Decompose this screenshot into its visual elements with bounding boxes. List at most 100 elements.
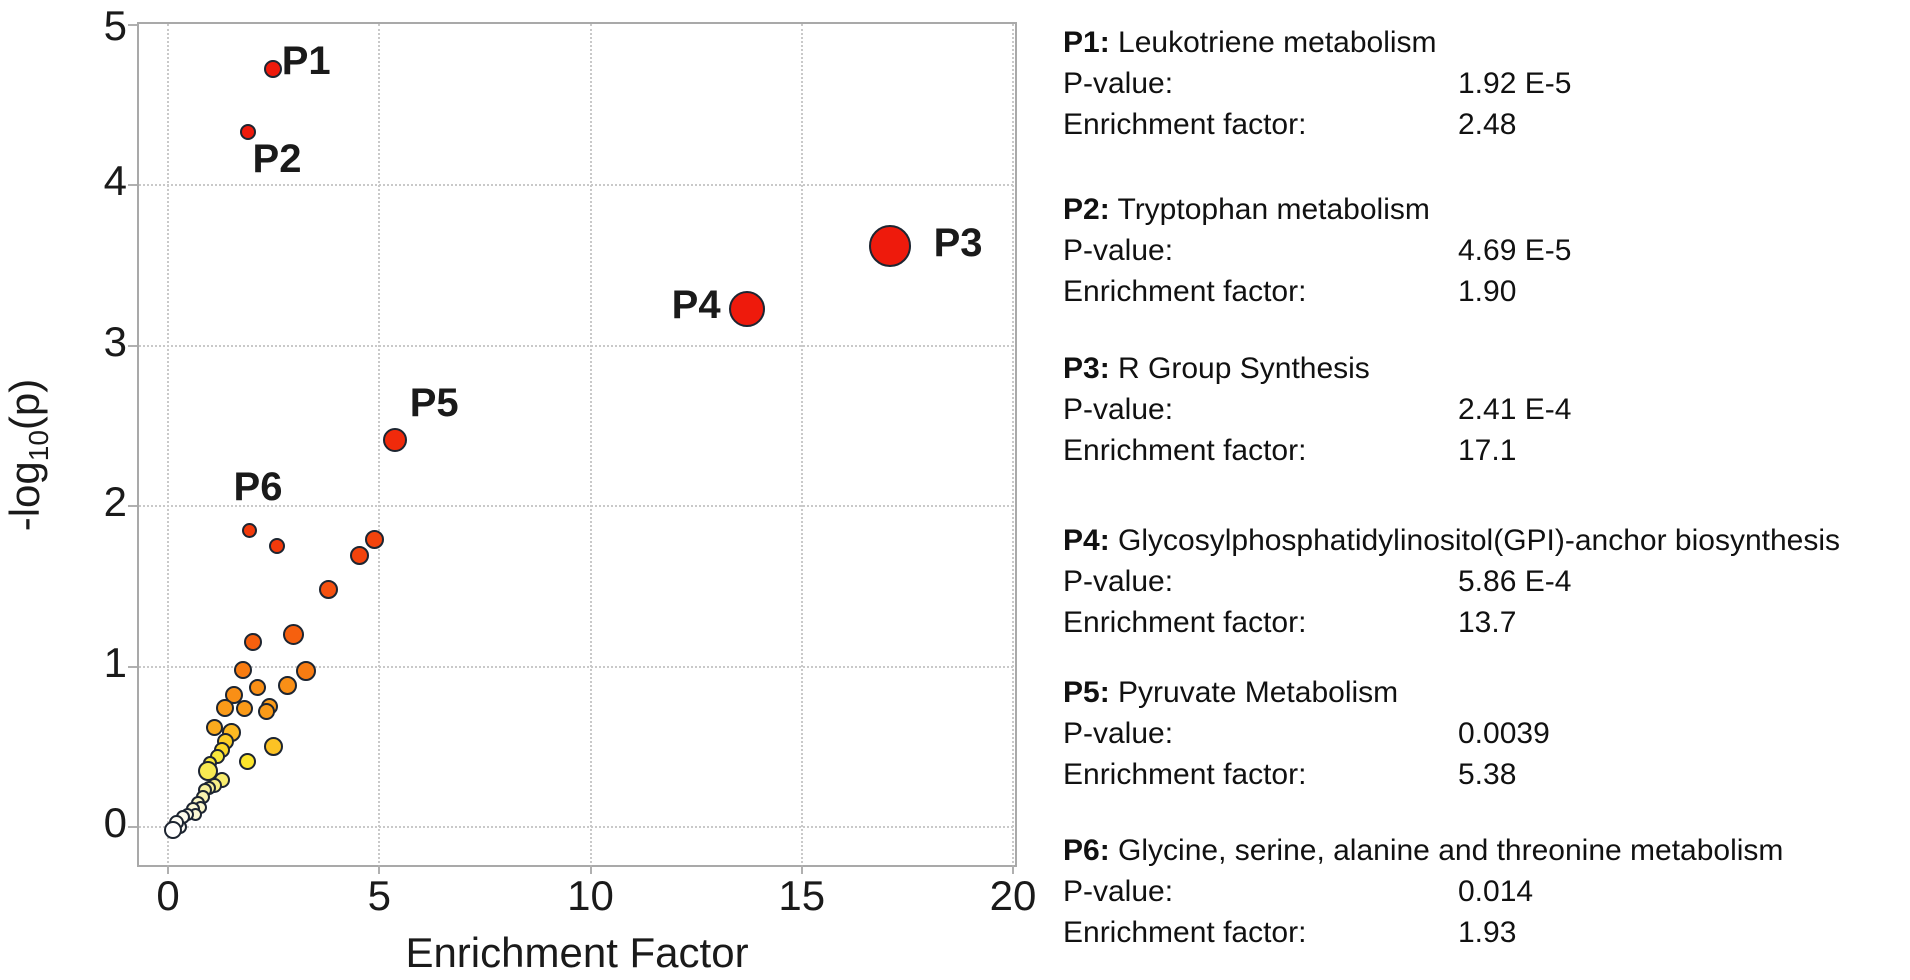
- data-point: [235, 699, 253, 717]
- enrichment-row: Enrichment factor: 17.1: [1063, 430, 1908, 471]
- enrichment-label: Enrichment factor:: [1063, 758, 1307, 791]
- pathway-name: Glycine, serine, alanine and threonine m…: [1118, 834, 1784, 867]
- x-tick-label: 20: [989, 872, 1037, 919]
- data-point-p5: [383, 428, 408, 453]
- y-axis-tick: [128, 826, 137, 828]
- pathway-title: P5: Pyruvate Metabolism: [1063, 672, 1908, 713]
- pathway-title: P3: R Group Synthesis: [1063, 348, 1908, 389]
- pvalue-label: P-value:: [1063, 67, 1174, 100]
- data-point: [283, 623, 305, 645]
- enrichment-label: Enrichment factor:: [1063, 434, 1307, 467]
- x-gridline: [800, 24, 803, 863]
- x-axis-tick: [1012, 865, 1014, 874]
- data-point-p4: [728, 290, 765, 327]
- pvalue-value: 2.41 E-4: [1458, 393, 1572, 426]
- pvalue-row: P-value: 4.69 E-5: [1063, 230, 1908, 271]
- legend-block-p2: P2: Tryptophan metabolism P-value: 4.69 E…: [1063, 189, 1908, 312]
- pathway-name: Leukotriene metabolism: [1118, 26, 1437, 59]
- x-gridline: [589, 24, 592, 863]
- y-axis-tick: [128, 505, 137, 507]
- pvalue-row: P-value: 2.41 E-4: [1063, 389, 1908, 430]
- y-gridline: [139, 344, 1013, 347]
- data-point-p1: [263, 60, 282, 79]
- y-axis-tick: [128, 23, 137, 26]
- pathway-id: P5:: [1063, 676, 1110, 709]
- pvalue-value: 1.92 E-5: [1458, 67, 1572, 100]
- enrichment-value: 2.48: [1458, 108, 1517, 141]
- x-axis-tick: [589, 865, 592, 874]
- y-tick-label: 2: [103, 478, 127, 525]
- enrichment-row: Enrichment factor: 13.7: [1063, 602, 1908, 643]
- data-point: [319, 579, 339, 599]
- x-tick-label: 5: [367, 872, 391, 919]
- pathway-id: P3:: [1063, 352, 1110, 385]
- data-point-p3: [869, 224, 912, 267]
- x-axis-tick: [800, 865, 803, 874]
- y-axis-tick: [128, 665, 137, 668]
- enrichment-row: Enrichment factor: 5.38: [1063, 754, 1908, 795]
- y-axis-tick: [128, 184, 137, 186]
- x-gridline: [1012, 24, 1014, 863]
- pvalue-label: P-value:: [1063, 717, 1174, 750]
- data-point: [350, 546, 370, 566]
- pvalue-row: P-value: 1.92 E-5: [1063, 63, 1908, 104]
- enrichment-value: 1.90: [1458, 275, 1517, 308]
- pvalue-label: P-value:: [1063, 565, 1174, 598]
- legend-block-p5: P5: Pyruvate Metabolism P-value: 0.0039 E…: [1063, 672, 1908, 795]
- y-gridline: [139, 505, 1013, 507]
- enrichment-row: Enrichment factor: 1.93: [1063, 912, 1908, 953]
- legend-block-p6: P6: Glycine, serine, alanine and threoni…: [1063, 830, 1908, 953]
- data-point: [216, 699, 235, 718]
- data-point: [164, 821, 183, 840]
- data-point: [263, 737, 283, 757]
- x-gridline: [167, 24, 169, 863]
- pvalue-row: P-value: 0.014: [1063, 871, 1908, 912]
- point-label-p2: P2: [252, 137, 302, 182]
- y-tick-label: 3: [103, 317, 127, 365]
- plot-area: [137, 22, 1017, 867]
- pathway-id: P6:: [1063, 834, 1110, 867]
- y-axis-title: -log10(p): [1, 379, 55, 532]
- pvalue-label: P-value:: [1063, 875, 1174, 908]
- x-axis-tick: [167, 865, 169, 874]
- enrichment-row: Enrichment factor: 2.48: [1063, 104, 1908, 145]
- pvalue-label: P-value:: [1063, 234, 1174, 267]
- pvalue-row: P-value: 5.86 E-4: [1063, 561, 1908, 602]
- enrichment-value: 13.7: [1458, 606, 1517, 639]
- y-tick-label: 0: [103, 799, 127, 846]
- data-point: [243, 633, 262, 652]
- enrichment-value: 5.38: [1458, 758, 1517, 791]
- enrichment-label: Enrichment factor:: [1063, 275, 1307, 308]
- x-tick-label: 15: [778, 872, 826, 919]
- legend-block-p1: P1: Leukotriene metabolism P-value: 1.92 …: [1063, 22, 1908, 145]
- pathway-id: P4:: [1063, 524, 1110, 557]
- data-point: [257, 702, 275, 720]
- y-axis-title-subscript: 10: [23, 430, 55, 462]
- point-label-p3: P3: [933, 220, 983, 265]
- enrichment-value: 1.93: [1458, 916, 1517, 949]
- y-axis-title-end: (p): [0, 378, 48, 431]
- pathway-title: P1: Leukotriene metabolism: [1063, 22, 1908, 63]
- y-axis-title-main: -log: [0, 461, 48, 532]
- pathway-title: P2: Tryptophan metabolism: [1063, 189, 1908, 230]
- point-label-p6: P6: [233, 464, 283, 509]
- y-gridline: [139, 665, 1013, 668]
- pathway-name: Pyruvate Metabolism: [1118, 676, 1399, 709]
- y-gridline: [139, 826, 1013, 828]
- data-point: [296, 661, 317, 682]
- pathway-title: P4: Glycosylphosphatidylinositol(GPI)-an…: [1063, 520, 1908, 561]
- point-label-p4: P4: [671, 283, 721, 328]
- y-gridline: [139, 184, 1013, 186]
- x-tick-label: 0: [156, 872, 180, 919]
- y-tick-label: 4: [103, 157, 127, 204]
- pvalue-value: 0.014: [1458, 875, 1534, 908]
- data-point-p2: [240, 124, 257, 141]
- enrichment-row: Enrichment factor: 1.90: [1063, 271, 1908, 312]
- pathway-name: Glycosylphosphatidylinositol(GPI)-anchor…: [1118, 524, 1841, 557]
- data-point: [269, 538, 285, 555]
- pvalue-row: P-value: 0.0039: [1063, 713, 1908, 754]
- pvalue-value: 4.69 E-5: [1458, 234, 1572, 267]
- x-axis-title: Enrichment Factor: [405, 929, 749, 976]
- enrichment-label: Enrichment factor:: [1063, 916, 1307, 949]
- x-tick-label: 10: [567, 872, 614, 919]
